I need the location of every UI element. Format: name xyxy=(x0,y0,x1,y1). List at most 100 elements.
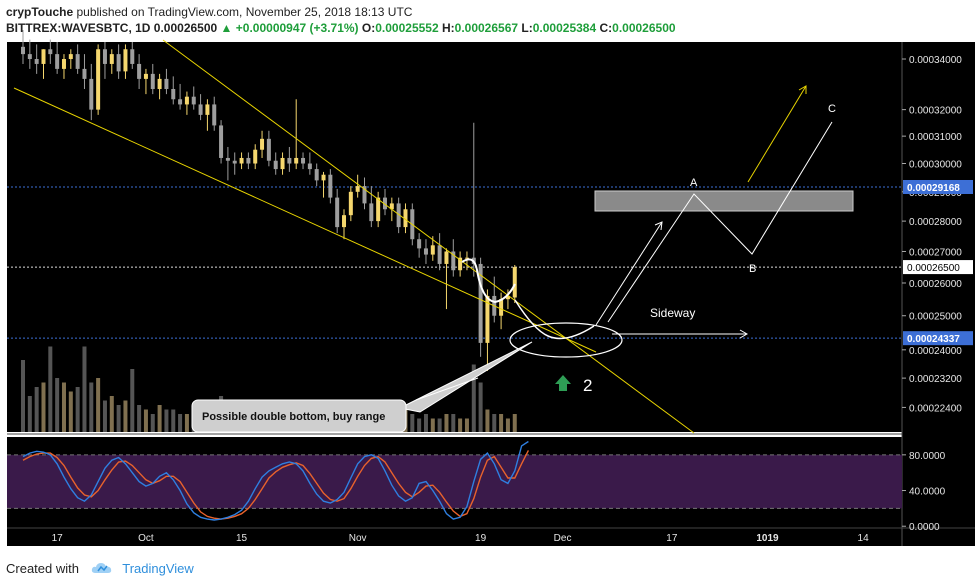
sideway-label: Sideway xyxy=(650,306,695,320)
wave-label-b: B xyxy=(749,263,756,275)
volume-bar xyxy=(164,409,169,432)
callout-pointer-line xyxy=(415,377,479,401)
projection-curve xyxy=(461,258,516,304)
price-marker-label: 0.00026500 xyxy=(907,263,960,274)
candle-body xyxy=(27,54,32,60)
candle-body xyxy=(75,54,80,69)
volume-bar xyxy=(410,414,415,432)
candle-body xyxy=(417,239,422,249)
yellow-target-arrow xyxy=(747,85,807,183)
footer: Created with TradingView xyxy=(6,561,194,577)
candle-body xyxy=(164,78,169,90)
rsi-fast-line xyxy=(22,440,529,521)
candle-body xyxy=(102,49,107,64)
time-tick-label: 14 xyxy=(858,533,870,544)
candle-body xyxy=(212,104,217,126)
time-tick-label: 17 xyxy=(666,533,678,544)
volume-bar xyxy=(109,396,114,432)
price-tick-label: 0.00031000 xyxy=(909,132,962,143)
candle-body xyxy=(116,54,121,72)
candle-body xyxy=(382,197,387,210)
wave-up-arrow-head xyxy=(654,221,663,231)
candle-body xyxy=(157,78,162,90)
candle-body xyxy=(239,157,244,164)
candle-body xyxy=(321,174,326,181)
tradingview-brand-link[interactable]: TradingView xyxy=(122,561,194,576)
high-value: 0.00026567 xyxy=(454,21,519,35)
candle-body xyxy=(396,203,401,228)
volume-bar xyxy=(464,418,469,432)
buy-range-ellipse xyxy=(509,322,623,358)
candle-body xyxy=(478,263,483,343)
price-marker-box xyxy=(903,179,973,194)
candle-body xyxy=(184,96,189,105)
candle-body xyxy=(485,295,490,343)
green-up-arrow-icon xyxy=(555,375,571,391)
up-arrow-icon: ▲ xyxy=(220,21,233,35)
candle-body xyxy=(232,160,237,164)
volume-bar xyxy=(123,400,128,432)
rsi-tick-label: 40.0000 xyxy=(909,487,946,498)
wave-up-arrow xyxy=(595,221,663,326)
volume-bar xyxy=(34,387,39,432)
lower-trendline xyxy=(13,87,597,353)
resistance-zone xyxy=(594,190,854,212)
publish-info: published on TradingView.com, November 2… xyxy=(76,5,413,19)
candle-body xyxy=(82,68,87,79)
candle-body xyxy=(505,295,510,300)
candle-body xyxy=(253,149,258,164)
callout-pointer xyxy=(398,341,533,413)
candle-body xyxy=(150,73,155,90)
candle-body xyxy=(451,251,456,271)
candle-body xyxy=(287,157,292,164)
candle-body xyxy=(328,174,333,198)
time-tick-label: 15 xyxy=(236,533,248,544)
price-marker-box xyxy=(903,331,973,346)
candle-body xyxy=(34,59,39,64)
price-axis-bg xyxy=(902,42,975,546)
candle-body xyxy=(61,59,66,69)
time-tick-label: Oct xyxy=(138,533,154,544)
candle-body xyxy=(280,157,285,170)
open-value: 0.00025552 xyxy=(375,21,439,35)
volume-bar xyxy=(178,414,183,432)
candle-body xyxy=(198,104,203,115)
wave-abc-path xyxy=(607,121,833,323)
candle-body xyxy=(21,46,25,55)
rsi-slow-line xyxy=(22,450,530,520)
candle-body xyxy=(464,257,469,259)
price-tick-label: 0.00023200 xyxy=(909,374,962,385)
close-label: C: xyxy=(599,21,613,35)
volume-bar xyxy=(184,414,189,432)
wave-label-a: A xyxy=(690,177,698,189)
candle-body xyxy=(68,54,73,60)
volume-bar xyxy=(471,364,476,432)
candle-body xyxy=(458,257,463,271)
double-bottom-callout: Possible double bottom, buy range xyxy=(191,341,533,433)
publish-header: crypTouche published on TradingView.com,… xyxy=(6,5,412,19)
volume-bar xyxy=(492,414,497,432)
time-tick-label: 1019 xyxy=(756,533,779,544)
volume-bar xyxy=(55,378,60,432)
volume-bar xyxy=(82,346,87,432)
candle-body xyxy=(123,49,128,72)
author-name[interactable]: crypTouche xyxy=(6,5,74,19)
volume-bar xyxy=(485,409,490,432)
candle-body xyxy=(355,186,360,192)
last-price: 0.00026500 xyxy=(153,21,218,35)
symbol-label: BITTREX:WAVESBTC, 1D xyxy=(6,21,151,35)
yellow-target-arrow-head xyxy=(798,85,807,94)
volume-bar xyxy=(444,414,449,432)
time-tick-label: 19 xyxy=(475,533,487,544)
created-with-label: Created with xyxy=(6,561,79,576)
symbol-legend: BITTREX:WAVESBTC, 1D 0.00026500 ▲ +0.000… xyxy=(6,21,676,35)
candle-body xyxy=(301,157,306,164)
price-tick-label: 0.00030000 xyxy=(909,160,962,171)
volume-bar xyxy=(150,414,155,432)
candle-body xyxy=(348,191,353,216)
wave-label-c: C xyxy=(828,103,836,115)
price-tick-label: 0.00027000 xyxy=(909,247,962,258)
candle-body xyxy=(499,299,504,316)
candle-body xyxy=(342,215,347,228)
callout-text: Possible double bottom, buy range xyxy=(202,411,385,423)
